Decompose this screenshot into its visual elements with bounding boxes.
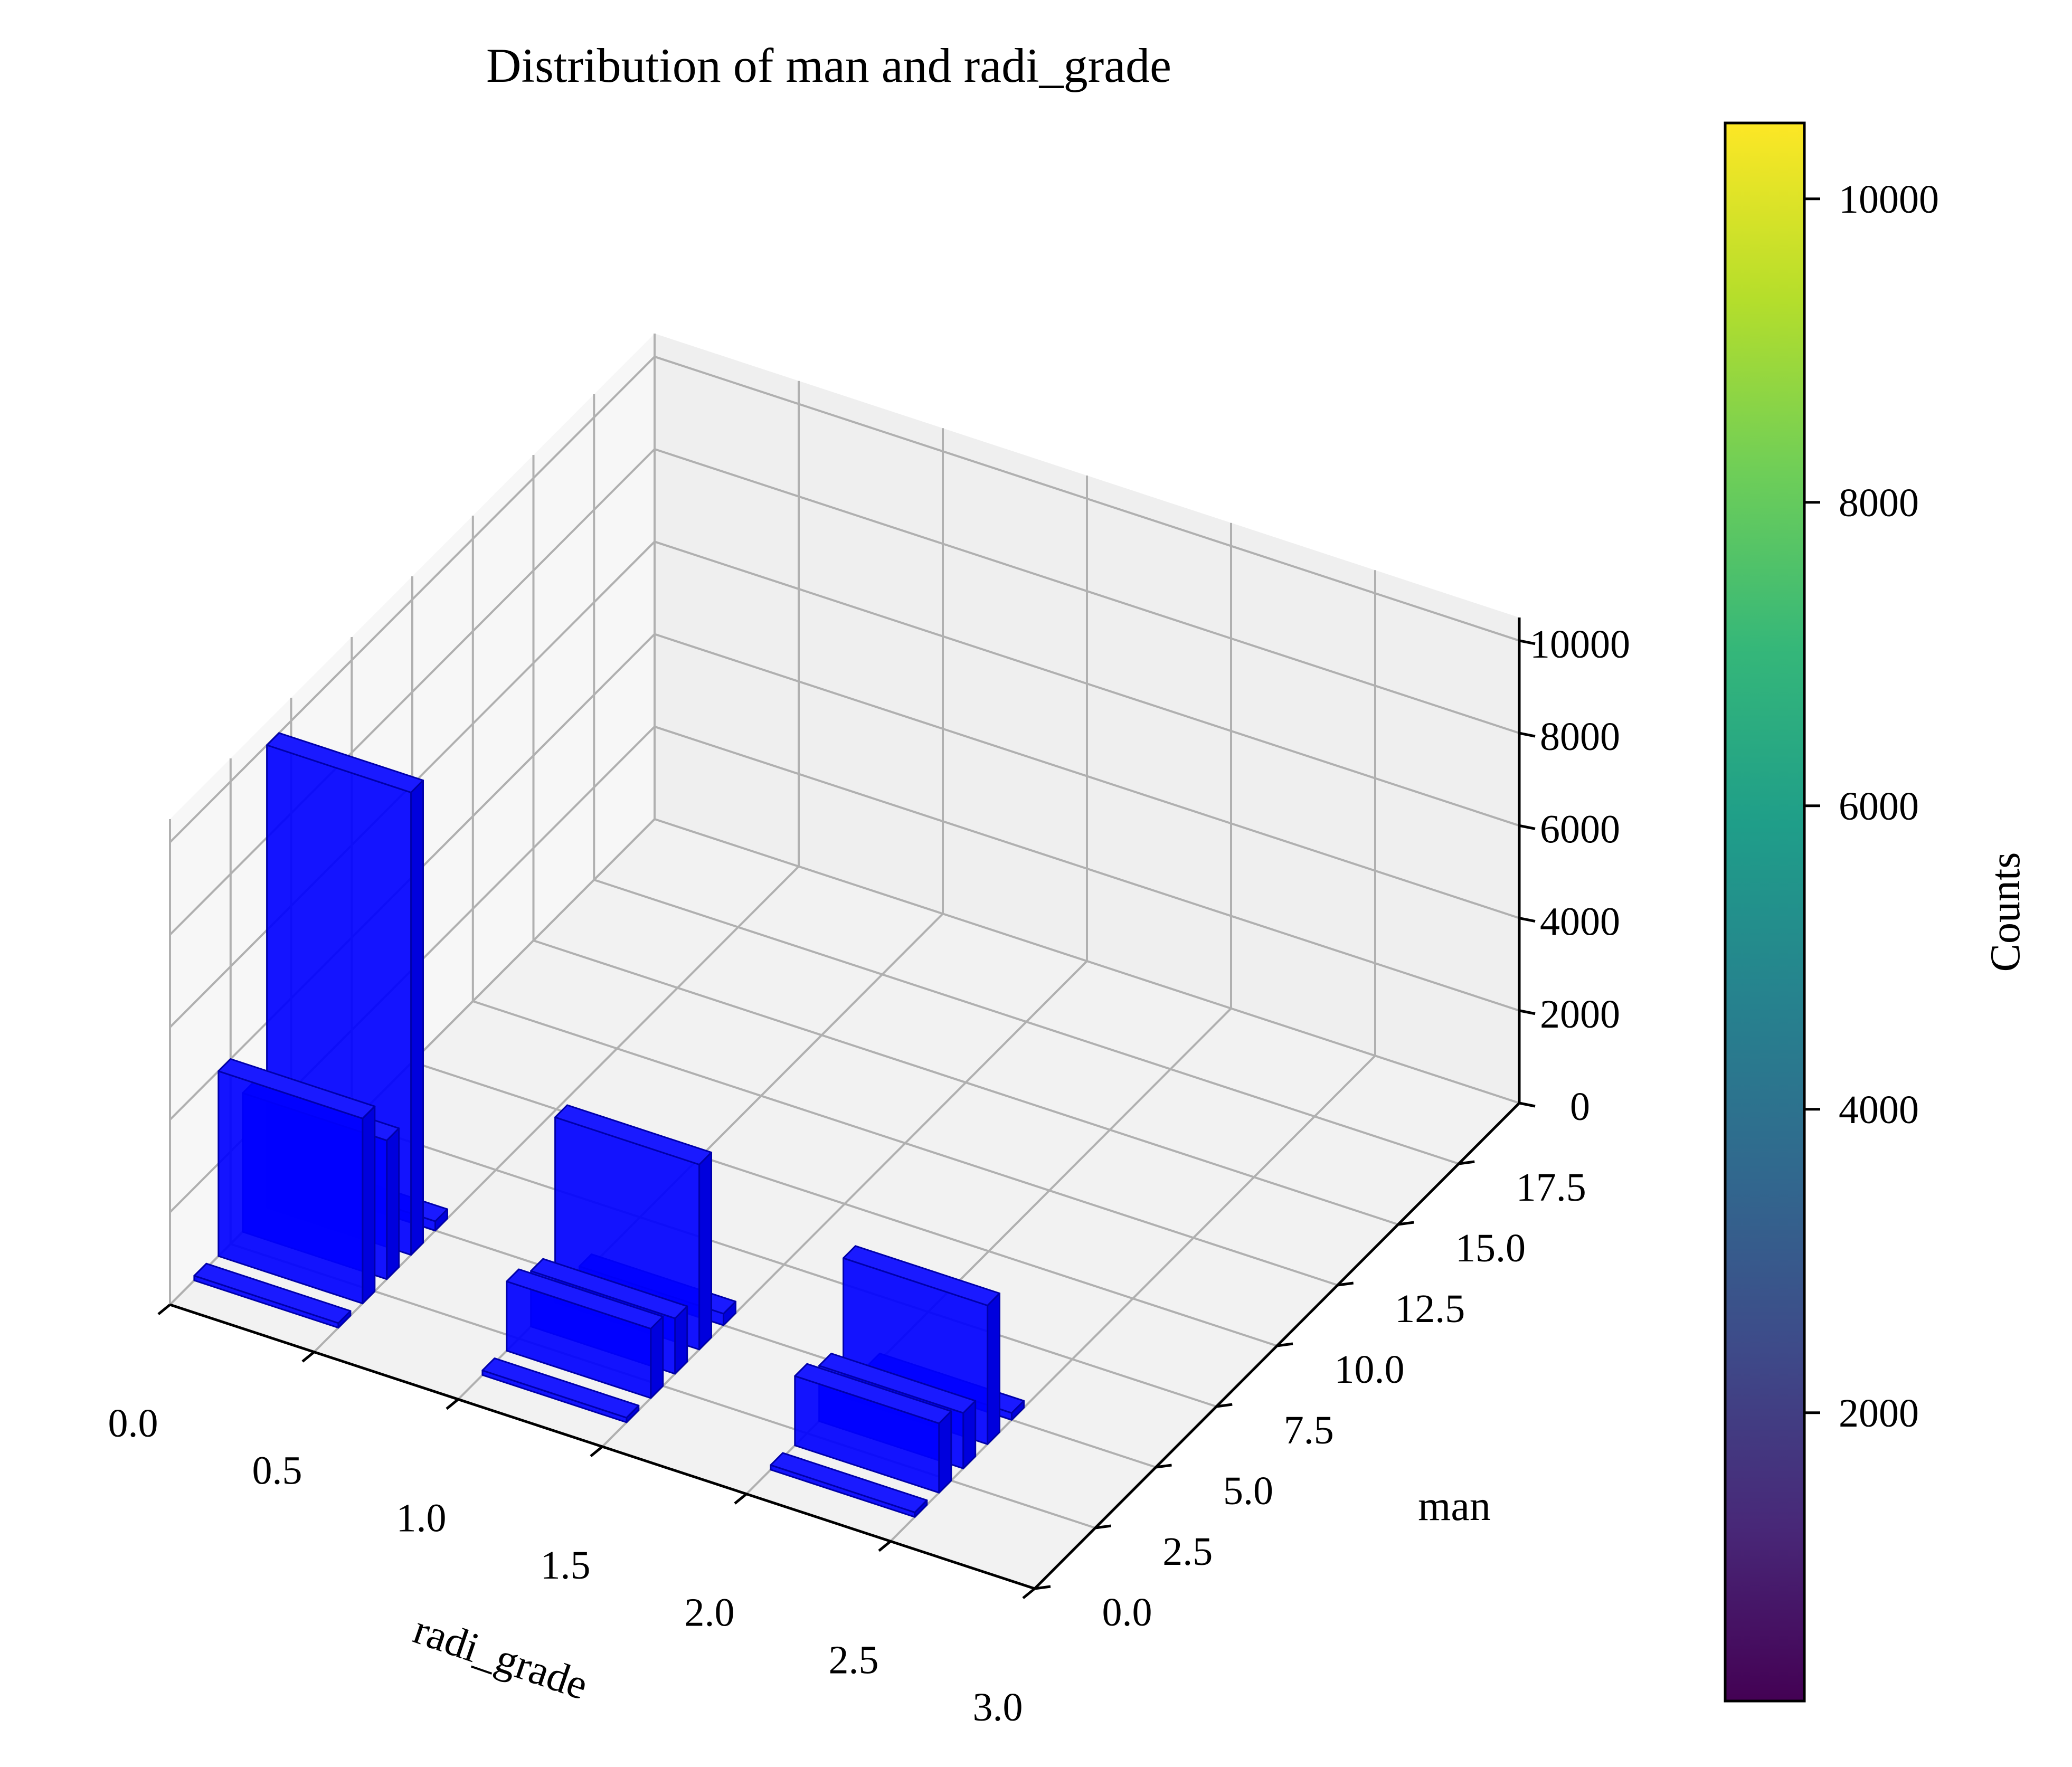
bar-side (362, 1105, 376, 1305)
y-tick (1156, 1464, 1172, 1469)
x-axis-label: radi_grade (408, 1606, 593, 1709)
x-tick-label: 2.5 (829, 1638, 879, 1682)
x-tick-label: 0.0 (108, 1401, 158, 1446)
x-tick (1022, 1588, 1036, 1599)
bar-top (843, 1245, 1000, 1306)
bar-top (193, 1262, 352, 1324)
bar-2-1 (770, 1452, 928, 1518)
grid-line-z (169, 355, 1520, 843)
y-tick (1216, 1403, 1233, 1408)
y-tick-label: 10.0 (1335, 1347, 1405, 1392)
colorbar-ticks: 2000 4000 6000 8000 10000 (1804, 177, 1939, 1436)
bar-side (650, 1316, 664, 1399)
bar-top (554, 1104, 712, 1165)
x-tick (734, 1493, 748, 1505)
x-tick-label: 1.5 (541, 1543, 591, 1588)
bar-0-1 (193, 1262, 352, 1329)
z-tick (1519, 1101, 1536, 1108)
bar-0-2 (217, 1058, 376, 1305)
bar-2-2 (794, 1363, 952, 1494)
y-tick-label: 0.0 (1102, 1590, 1152, 1635)
x-tick (590, 1446, 603, 1457)
colorbar-tick-label: 8000 (1839, 481, 1919, 525)
axes-ticks: 0.00.51.01.52.02.53.00.02.55.07.510.012.… (108, 622, 1631, 1730)
bar-side (698, 1152, 712, 1351)
x-tick (157, 1304, 171, 1315)
z-tick-label: 6000 (1540, 807, 1620, 851)
colorbar-tick-label: 2000 (1839, 1391, 1919, 1436)
z-tick (1519, 732, 1536, 738)
bar-top (818, 1353, 977, 1414)
colorbar: 2000 4000 6000 8000 10000 Counts (1724, 121, 2029, 1703)
bar-top (217, 1058, 376, 1119)
y-tick (1095, 1524, 1112, 1530)
bar-side (938, 1410, 952, 1494)
bar-top (506, 1268, 664, 1330)
y-tick (1034, 1585, 1051, 1590)
colorbar-label: Counts (1982, 852, 2029, 972)
x-tick-label: 0.5 (252, 1449, 302, 1493)
bar-side (987, 1293, 1000, 1445)
x-tick (301, 1351, 315, 1363)
z-tick-label: 0 (1570, 1085, 1590, 1129)
y-tick-label: 17.5 (1516, 1165, 1586, 1210)
colorbar-tick-label: 6000 (1839, 784, 1919, 829)
x-tick-label: 2.0 (685, 1591, 735, 1635)
bar-top (481, 1357, 640, 1419)
bar-top (770, 1452, 928, 1514)
y-tick (1337, 1281, 1354, 1287)
y-tick (1398, 1221, 1414, 1226)
x-tick-label: 3.0 (973, 1685, 1023, 1730)
z-tick (1519, 917, 1536, 923)
bar-side (386, 1127, 400, 1280)
colorbar-rect (1724, 121, 1806, 1703)
bars-layer (193, 732, 1025, 1518)
bar-1-2 (506, 1268, 664, 1399)
y-axis-label: man (1418, 1483, 1491, 1530)
y-tick-label: 12.5 (1395, 1287, 1465, 1331)
colorbar-tick-label: 4000 (1839, 1088, 1919, 1132)
z-tick-label: 4000 (1540, 900, 1620, 944)
y-tick (1276, 1342, 1293, 1347)
z-tick (1519, 1009, 1536, 1015)
bar-top (530, 1258, 688, 1319)
y-tick-label: 7.5 (1284, 1408, 1334, 1452)
bar-side (410, 780, 424, 1256)
z-tick-label: 2000 (1540, 992, 1620, 1037)
bar-1-1 (481, 1357, 640, 1423)
y-tick-label: 5.0 (1223, 1469, 1273, 1513)
z-tick (1519, 639, 1536, 645)
z-tick-label: 8000 (1540, 715, 1620, 759)
y-tick (1458, 1160, 1475, 1165)
y-tick-label: 15.0 (1455, 1226, 1526, 1270)
x-tick (446, 1398, 459, 1410)
z-tick (1519, 824, 1536, 830)
y-tick-label: 2.5 (1162, 1530, 1213, 1574)
bar-top (794, 1363, 952, 1424)
colorbar-tick-label: 10000 (1839, 177, 1939, 222)
bar-top (266, 732, 424, 793)
chart-title: Distribution of man and radi_grade (486, 39, 1171, 92)
x-tick-label: 1.0 (396, 1496, 447, 1540)
x-tick (878, 1540, 892, 1552)
z-tick-label: 10000 (1530, 622, 1630, 667)
